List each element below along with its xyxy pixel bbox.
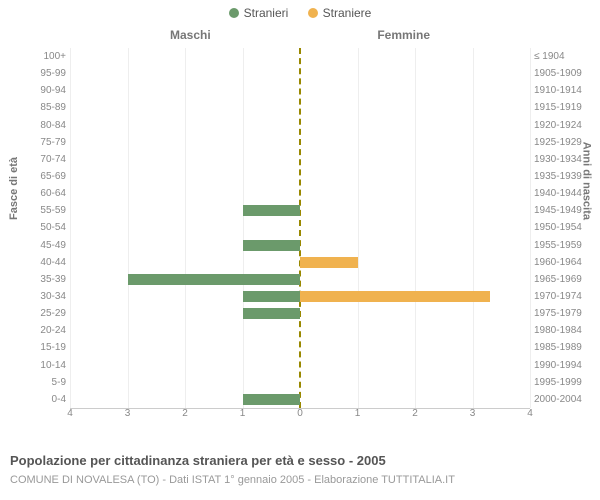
birth-label: 1905-1909 <box>534 65 590 82</box>
age-row: 20-241980-1984 <box>70 322 530 339</box>
birth-label: 1915-1919 <box>534 99 590 116</box>
age-label: 60-64 <box>22 185 66 202</box>
bar-female <box>300 291 490 302</box>
gridline <box>530 48 531 408</box>
bar-female <box>300 257 358 268</box>
age-row: 50-541950-1954 <box>70 219 530 236</box>
x-axis: 0 1 1 2 2 3 3 4 4 <box>70 408 530 422</box>
age-label: 90-94 <box>22 82 66 99</box>
x-tick: 4 <box>527 408 533 419</box>
swatch-male <box>229 8 239 18</box>
x-tick: 1 <box>355 408 361 419</box>
birth-label: 1950-1954 <box>534 219 590 236</box>
x-tick: 2 <box>412 408 418 419</box>
age-row: 100+≤ 1904 <box>70 48 530 65</box>
age-row: 75-791925-1929 <box>70 134 530 151</box>
age-label: 65-69 <box>22 168 66 185</box>
plot-area: 100+≤ 190495-991905-190990-941910-191485… <box>70 48 530 408</box>
birth-label: 1910-1914 <box>534 82 590 99</box>
age-label: 100+ <box>22 48 66 65</box>
swatch-female <box>308 8 318 18</box>
birth-label: 1970-1974 <box>534 288 590 305</box>
x-tick: 1 <box>240 408 246 419</box>
age-row: 55-591945-1949 <box>70 202 530 219</box>
age-label: 75-79 <box>22 134 66 151</box>
birth-label: 2000-2004 <box>534 391 590 408</box>
birth-label: 1945-1949 <box>534 202 590 219</box>
age-row: 95-991905-1909 <box>70 65 530 82</box>
birth-label: 1960-1964 <box>534 254 590 271</box>
x-tick: 3 <box>125 408 131 419</box>
age-row: 45-491955-1959 <box>70 237 530 254</box>
bar-male <box>243 308 301 319</box>
age-label: 40-44 <box>22 254 66 271</box>
legend-label-male: Stranieri <box>244 6 289 20</box>
age-label: 95-99 <box>22 65 66 82</box>
birth-label: 1955-1959 <box>534 237 590 254</box>
age-row: 65-691935-1939 <box>70 168 530 185</box>
birth-label: 1930-1934 <box>534 151 590 168</box>
age-label: 35-39 <box>22 271 66 288</box>
age-label: 25-29 <box>22 305 66 322</box>
birth-label: 1940-1944 <box>534 185 590 202</box>
bar-male <box>243 240 301 251</box>
age-label: 15-19 <box>22 339 66 356</box>
chart-container: Stranieri Straniere Fasce di età Anni di… <box>0 0 600 500</box>
age-row: 15-191985-1989 <box>70 339 530 356</box>
bar-male <box>243 291 301 302</box>
birth-label: 1935-1939 <box>534 168 590 185</box>
age-label: 30-34 <box>22 288 66 305</box>
x-tick: 4 <box>67 408 73 419</box>
age-row: 40-441960-1964 <box>70 254 530 271</box>
age-row: 35-391965-1969 <box>70 271 530 288</box>
legend-label-female: Straniere <box>323 6 372 20</box>
age-label: 50-54 <box>22 219 66 236</box>
age-row: 30-341970-1974 <box>70 288 530 305</box>
birth-label: 1985-1989 <box>534 339 590 356</box>
age-label: 0-4 <box>22 391 66 408</box>
age-label: 55-59 <box>22 202 66 219</box>
legend-item-female: Straniere <box>308 6 372 20</box>
chart-title: Popolazione per cittadinanza straniera p… <box>10 453 386 468</box>
age-label: 10-14 <box>22 357 66 374</box>
legend: Stranieri Straniere <box>0 0 600 21</box>
age-row: 0-42000-2004 <box>70 391 530 408</box>
age-row: 10-141990-1994 <box>70 357 530 374</box>
birth-label: ≤ 1904 <box>534 48 590 65</box>
age-label: 80-84 <box>22 117 66 134</box>
x-tick: 3 <box>470 408 476 419</box>
x-tick: 2 <box>182 408 188 419</box>
birth-label: 1980-1984 <box>534 322 590 339</box>
x-tick: 0 <box>297 408 303 419</box>
age-row: 70-741930-1934 <box>70 151 530 168</box>
birth-label: 1925-1929 <box>534 134 590 151</box>
age-row: 5-91995-1999 <box>70 374 530 391</box>
age-label: 85-89 <box>22 99 66 116</box>
bar-male <box>243 205 301 216</box>
column-header-male: Maschi <box>170 28 211 42</box>
birth-label: 1975-1979 <box>534 305 590 322</box>
chart-subtitle: COMUNE DI NOVALESA (TO) - Dati ISTAT 1° … <box>10 474 455 486</box>
birth-label: 1995-1999 <box>534 374 590 391</box>
age-row: 85-891915-1919 <box>70 99 530 116</box>
age-label: 45-49 <box>22 237 66 254</box>
birth-label: 1965-1969 <box>534 271 590 288</box>
age-row: 60-641940-1944 <box>70 185 530 202</box>
age-label: 70-74 <box>22 151 66 168</box>
column-header-female: Femmine <box>377 28 430 42</box>
bar-male <box>243 394 301 405</box>
bar-male <box>128 274 301 285</box>
age-label: 5-9 <box>22 374 66 391</box>
age-row: 90-941910-1914 <box>70 82 530 99</box>
legend-item-male: Stranieri <box>229 6 289 20</box>
y-axis-title-left: Fasce di età <box>8 157 20 220</box>
age-row: 80-841920-1924 <box>70 117 530 134</box>
chart-panels: Maschi Femmine 100+≤ 190495-991905-19099… <box>70 28 530 428</box>
age-row: 25-291975-1979 <box>70 305 530 322</box>
birth-label: 1920-1924 <box>534 117 590 134</box>
birth-label: 1990-1994 <box>534 357 590 374</box>
age-label: 20-24 <box>22 322 66 339</box>
